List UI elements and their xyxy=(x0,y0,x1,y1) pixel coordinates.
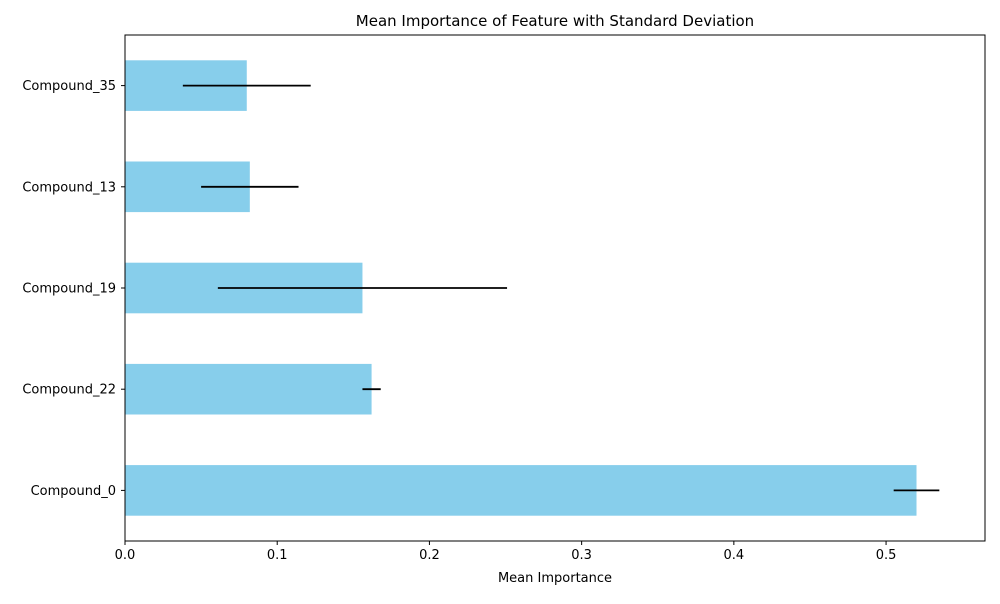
bar xyxy=(125,363,372,415)
x-axis-label: Mean Importance xyxy=(498,571,612,586)
x-tick-label: 0.0 xyxy=(115,548,136,563)
chart-title: Mean Importance of Feature with Standard… xyxy=(356,12,754,30)
x-tick-label: 0.4 xyxy=(724,548,745,563)
y-axis: Compound_0 Compound_22 Compound_19 Compound… xyxy=(22,79,125,499)
y-tick-label: Compound_19 xyxy=(22,282,116,297)
x-axis: 0.0 0.1 0.2 0.3 0.4 0.5 xyxy=(115,541,897,563)
y-tick-label: Compound_0 xyxy=(31,484,116,499)
y-tick-label: Compound_35 xyxy=(22,79,116,94)
error-bars-layer xyxy=(182,84,940,492)
x-tick-label: 0.5 xyxy=(876,548,897,563)
x-tick-label: 0.3 xyxy=(571,548,592,563)
y-tick-label: Compound_22 xyxy=(22,383,116,398)
x-tick-label: 0.2 xyxy=(419,548,440,563)
y-tick-label: Compound_13 xyxy=(22,180,116,195)
x-tick-label: 0.1 xyxy=(267,548,288,563)
bar xyxy=(125,465,917,516)
